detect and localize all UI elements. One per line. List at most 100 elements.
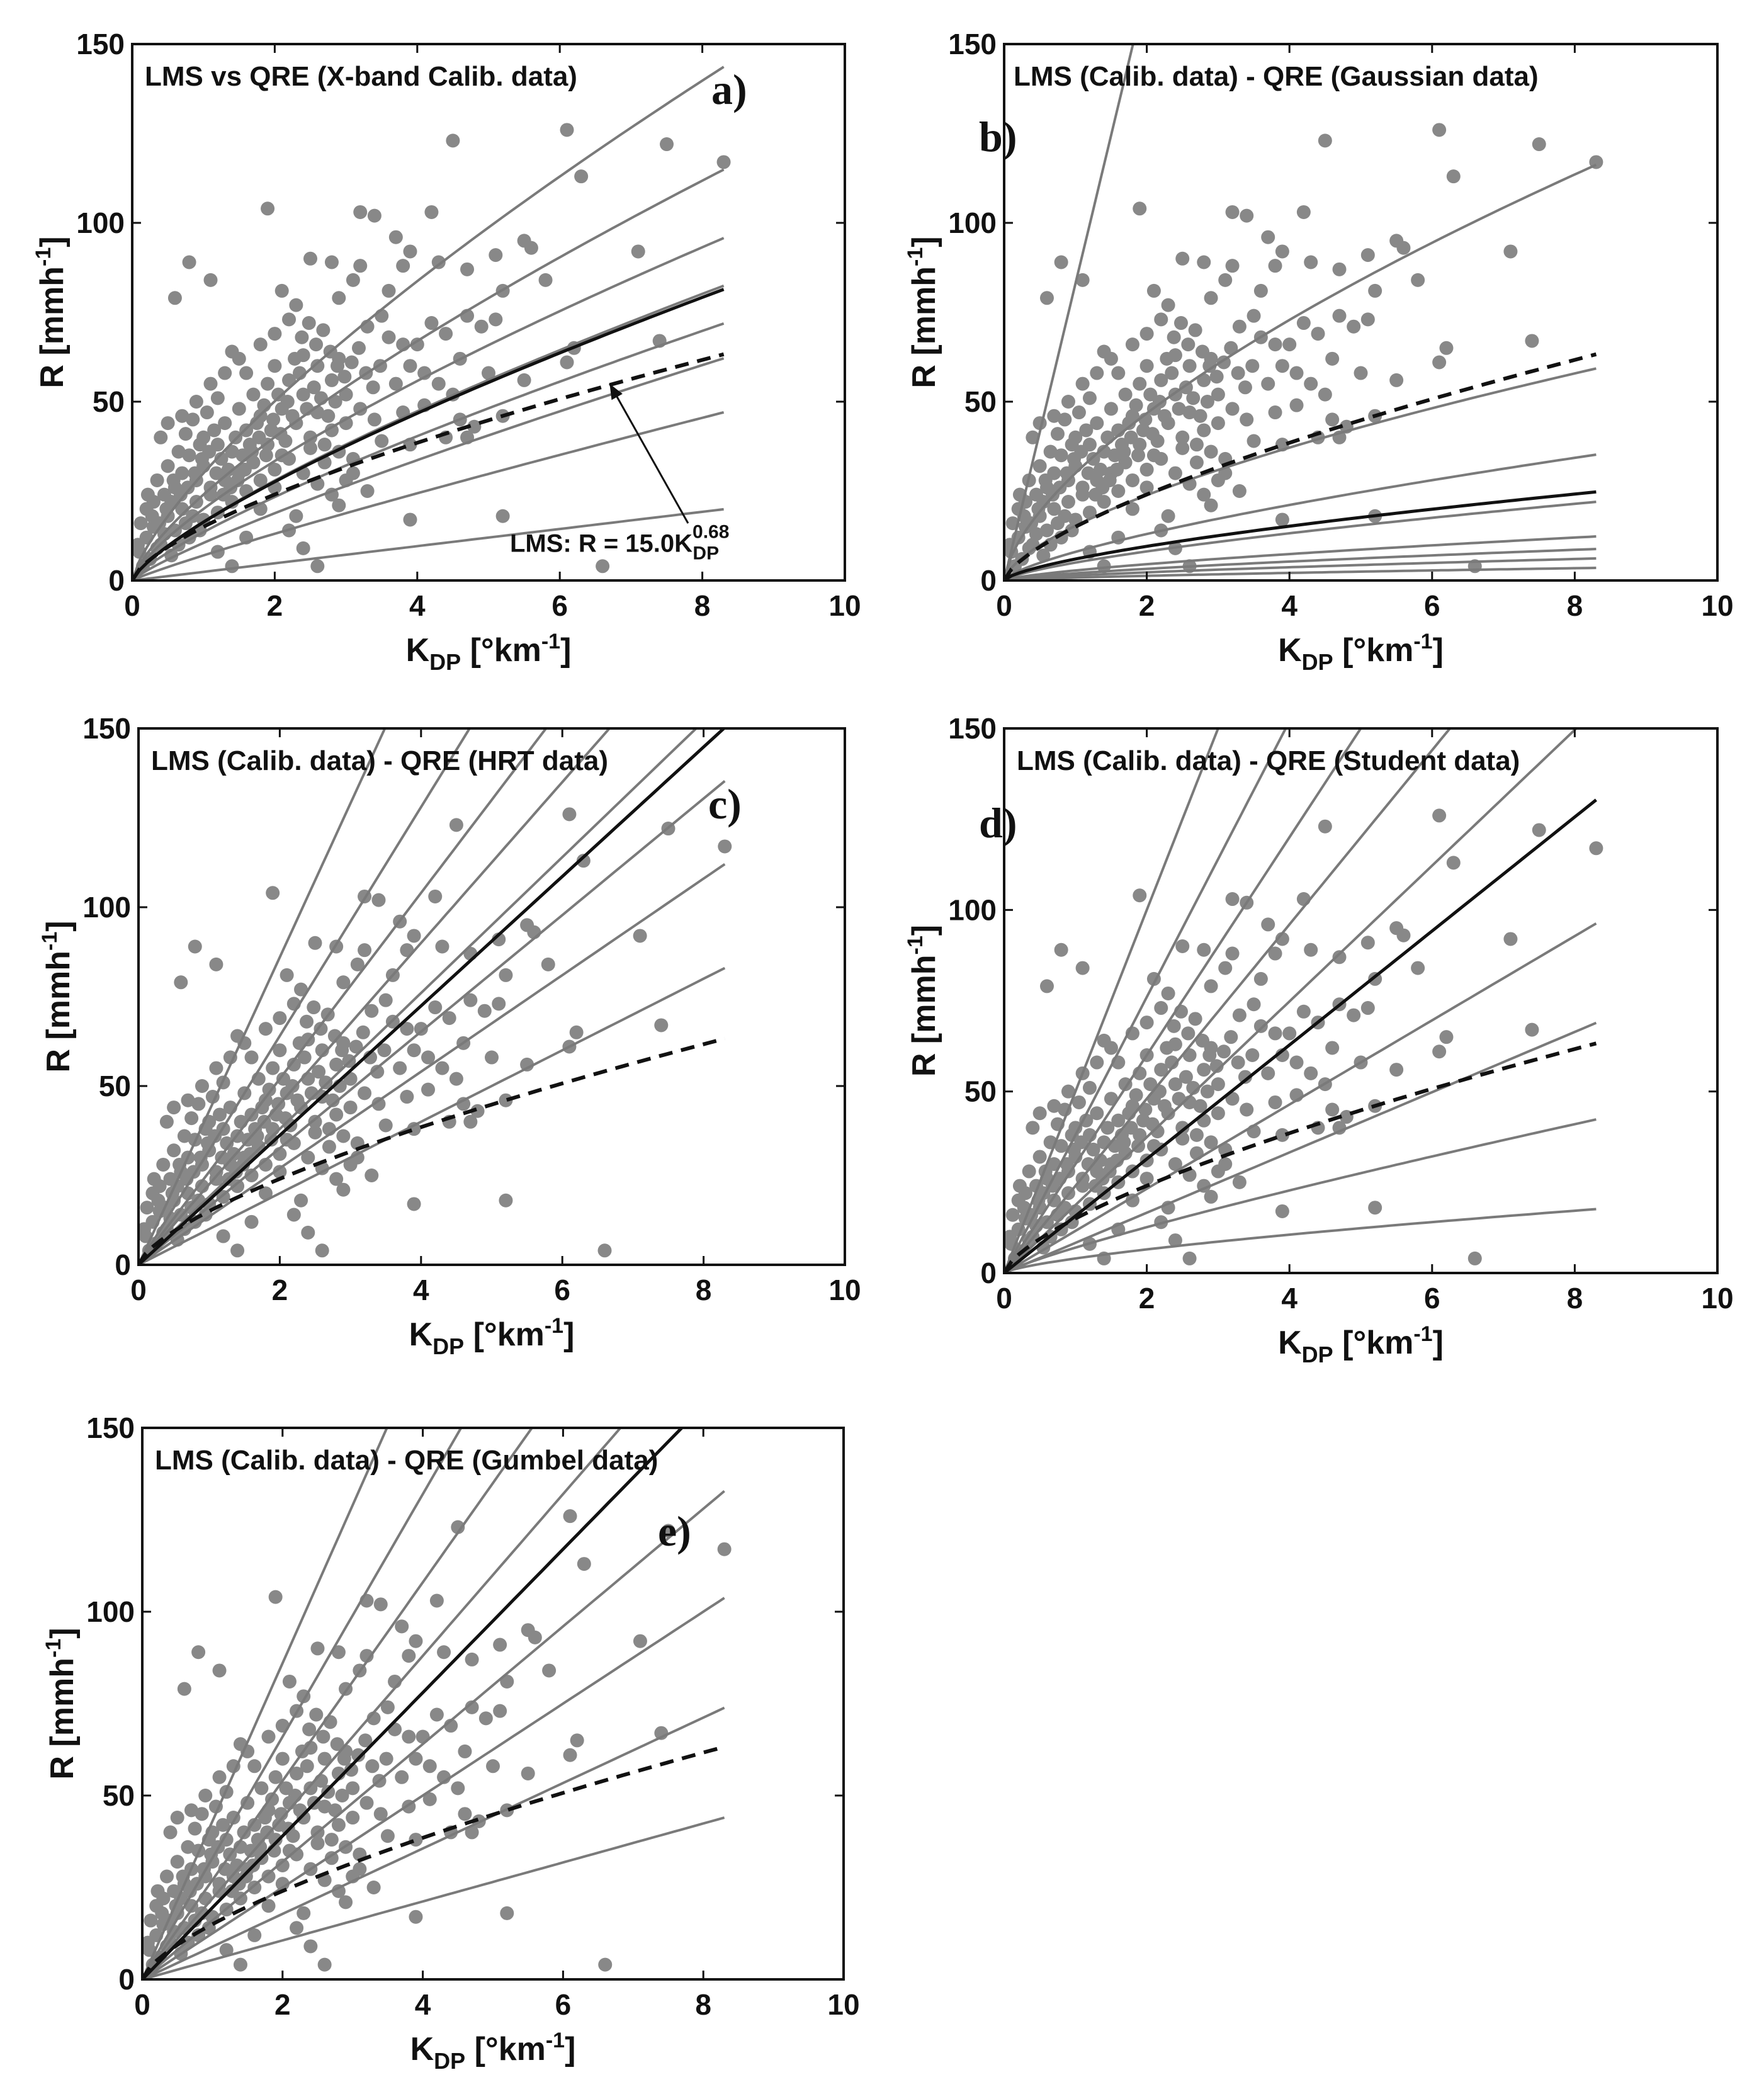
scatter-point xyxy=(273,1165,287,1179)
scatter-point xyxy=(465,1825,479,1840)
scatter-point xyxy=(1261,1066,1275,1080)
scatter-point xyxy=(538,273,553,287)
x-tick-label: 10 xyxy=(828,1274,861,1306)
scatter-point xyxy=(717,1542,732,1556)
scatter-point xyxy=(409,1833,423,1847)
scatter-point xyxy=(301,1225,315,1240)
scatter-point xyxy=(213,1107,227,1122)
scatter-point xyxy=(654,1018,669,1033)
scatter-point xyxy=(1189,438,1204,452)
scatter-point xyxy=(209,466,223,480)
scatter-point xyxy=(1124,430,1138,444)
quantile-curve xyxy=(142,1490,725,1979)
scatter-point xyxy=(1154,1001,1168,1016)
scatter-point xyxy=(435,939,449,954)
scatter-point xyxy=(1238,380,1252,395)
scatter-point xyxy=(346,1811,360,1825)
qre-median-curve xyxy=(142,1428,684,1979)
scatter-point xyxy=(1172,402,1186,416)
scatter-point xyxy=(261,1899,276,1913)
scatter-point xyxy=(184,1803,198,1818)
scatter-point xyxy=(346,273,360,287)
y-tick-label: 100 xyxy=(948,893,997,926)
scatter-point xyxy=(253,1840,268,1854)
scatter-point xyxy=(1129,1088,1143,1102)
scatter-point xyxy=(288,351,302,366)
scatter-point xyxy=(250,416,264,431)
quantile-curve xyxy=(139,966,726,1265)
scatter-point xyxy=(577,1557,591,1571)
quantile-curve xyxy=(1004,728,1220,1273)
x-tick-label: 6 xyxy=(1424,1282,1440,1315)
y-tick-label: 150 xyxy=(948,28,997,60)
quantile-curve xyxy=(1004,1208,1597,1273)
scatter-point xyxy=(314,1022,328,1036)
scatter-point xyxy=(307,1000,321,1015)
scatter-point xyxy=(1253,283,1268,298)
quantile-curve xyxy=(132,507,724,580)
scatter-point xyxy=(1139,480,1154,495)
scatter-point xyxy=(220,1136,234,1150)
scatter-point xyxy=(261,1869,276,1884)
scatter-point xyxy=(327,1029,342,1043)
scatter-point xyxy=(1253,971,1268,986)
scatter-point xyxy=(1160,1041,1174,1055)
scatter-point xyxy=(316,1729,331,1744)
y-tick-label: 50 xyxy=(93,385,125,418)
scatter-point xyxy=(353,205,368,219)
scatter-point xyxy=(1075,961,1090,975)
scatter-point xyxy=(198,1789,213,1802)
scatter-point xyxy=(167,1143,181,1158)
scatter-point xyxy=(1104,402,1118,416)
scatter-point xyxy=(1152,1084,1167,1099)
scatter-point xyxy=(167,1100,181,1115)
scatter-point xyxy=(1032,1150,1047,1164)
scatter-point xyxy=(275,1877,290,1891)
quantile-curve xyxy=(1004,1021,1597,1273)
scatter-point xyxy=(660,137,674,152)
scatter-point xyxy=(456,1097,471,1111)
scatter-point xyxy=(219,1943,234,1957)
scatter-point xyxy=(1125,473,1139,487)
scatter-point xyxy=(429,1707,444,1722)
scatter-point xyxy=(1032,459,1047,473)
scatter-point xyxy=(517,373,531,387)
scatter-point xyxy=(159,1114,174,1129)
scatter-point xyxy=(286,1136,301,1150)
scatter-point xyxy=(212,1770,227,1784)
scatter-point xyxy=(1168,1233,1182,1248)
scatter-point xyxy=(191,1645,206,1660)
scatter-point xyxy=(212,1663,227,1678)
scatter-point xyxy=(633,929,647,943)
scatter-point xyxy=(1175,441,1190,455)
scatter-point xyxy=(247,1928,262,1942)
scatter-point xyxy=(319,1075,333,1090)
x-tick-label: 8 xyxy=(1567,1282,1583,1315)
scatter-point xyxy=(570,1733,584,1748)
lms-curve xyxy=(1004,1041,1597,1273)
scatter-point xyxy=(1532,137,1546,152)
scatter-point xyxy=(429,1593,444,1608)
scatter-point xyxy=(139,1222,151,1236)
scatter-point xyxy=(264,1133,278,1147)
scatter-point xyxy=(365,1759,380,1774)
quantile-curve xyxy=(142,1706,725,1979)
scatter-point xyxy=(324,1851,339,1865)
scatter-point xyxy=(152,516,167,531)
x-tick-label: 4 xyxy=(409,589,426,622)
scatter-point xyxy=(253,337,268,352)
scatter-point xyxy=(1022,1164,1036,1179)
scatter-point xyxy=(1396,928,1411,942)
scatter-point xyxy=(266,1061,280,1075)
scatter-point xyxy=(240,1796,255,1810)
lms-curve xyxy=(142,1745,725,1979)
scatter-point xyxy=(339,387,353,402)
scatter-point xyxy=(1029,527,1043,541)
scatter-point xyxy=(1231,1055,1245,1070)
scatter-point xyxy=(200,405,214,420)
scatter-point xyxy=(458,1807,472,1821)
scatter-point xyxy=(310,1641,325,1656)
quantile-curve xyxy=(142,1428,463,1979)
scatter-point xyxy=(424,316,439,331)
plot-area xyxy=(142,1428,732,1979)
